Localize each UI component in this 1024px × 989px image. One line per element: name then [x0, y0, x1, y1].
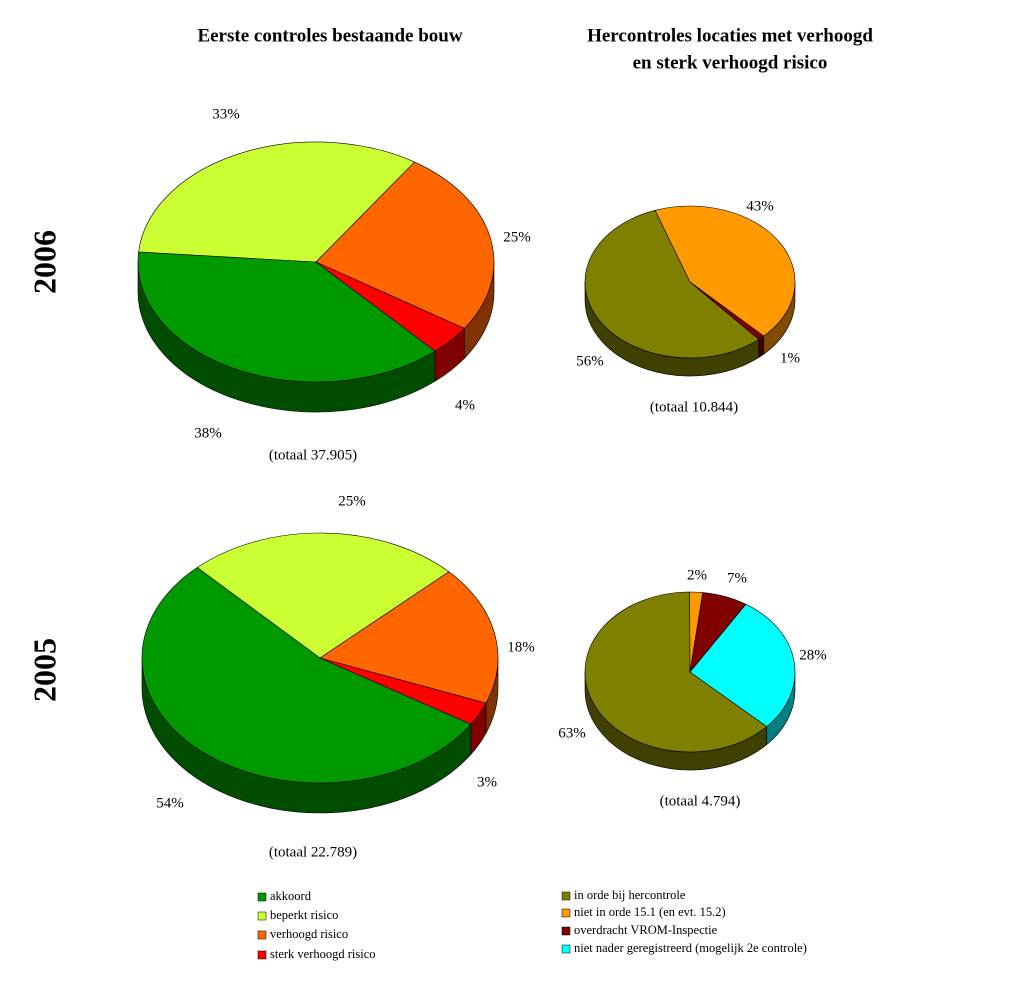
data-label: 18%	[507, 639, 535, 655]
pie-slice	[315, 261, 465, 352]
data-label: 56%	[576, 353, 604, 369]
legend-swatch	[561, 908, 571, 918]
pie-slice	[319, 571, 499, 704]
pie-slice	[141, 567, 472, 784]
pie-slice	[196, 532, 450, 659]
legend-label: niet in orde 15.1 (en evt. 15.2)	[574, 905, 726, 919]
legend-label: in orde bij hercontrole	[574, 888, 686, 902]
pie-slice	[584, 591, 768, 753]
data-label: 25%	[503, 229, 531, 245]
data-label: 38%	[194, 425, 222, 441]
pie-slice	[689, 603, 796, 727]
legend-label: sterk verhoogd risico	[270, 947, 376, 961]
total-label: (totaal 10.844)	[650, 399, 738, 415]
row-label: 2006	[26, 230, 62, 294]
column-title: Hercontroles locaties met verhoogd	[587, 25, 873, 46]
total-label: (totaal 4.794)	[660, 793, 741, 809]
data-label: 43%	[746, 198, 774, 214]
data-label: 7%	[727, 570, 747, 586]
pie-slice	[584, 209, 760, 359]
legend-label: niet nader geregistreerd (mogelijk 2e co…	[574, 941, 807, 955]
pie-slice	[315, 161, 495, 329]
legend-swatch	[257, 950, 267, 960]
pie-slice	[689, 281, 765, 340]
legend-swatch	[257, 892, 267, 902]
legend-swatch	[561, 944, 571, 954]
legend-swatch	[561, 891, 571, 901]
pie-slice-side	[758, 335, 765, 358]
data-label: 2%	[687, 567, 707, 583]
legend-swatch	[561, 926, 571, 936]
column-title: en sterk verhoogd risico	[633, 52, 828, 73]
pie-slice	[137, 251, 436, 383]
data-label: 63%	[558, 725, 586, 741]
data-label: 3%	[477, 774, 497, 790]
data-label: 4%	[455, 397, 475, 413]
data-label: 54%	[156, 795, 184, 811]
legend-label: beperkt risico	[270, 908, 338, 922]
pie-slice	[319, 657, 487, 725]
legend-label: overdracht VROM-Inspectie	[574, 923, 718, 937]
legend-label: verhoogd risico	[270, 927, 348, 941]
data-label: 1%	[780, 350, 800, 366]
data-label: 33%	[212, 106, 240, 122]
total-label: (totaal 37.905)	[269, 447, 357, 463]
column-title: Eerste controles bestaande bouw	[197, 25, 462, 46]
legend-label: akkoord	[270, 889, 312, 903]
pie-slice	[654, 205, 796, 337]
row-label: 2005	[26, 638, 62, 702]
total-label: (totaal 22.789)	[269, 844, 357, 860]
data-label: 25%	[338, 493, 366, 509]
legend-swatch	[257, 930, 267, 940]
data-label: 28%	[799, 647, 827, 663]
legend-swatch	[257, 911, 267, 921]
